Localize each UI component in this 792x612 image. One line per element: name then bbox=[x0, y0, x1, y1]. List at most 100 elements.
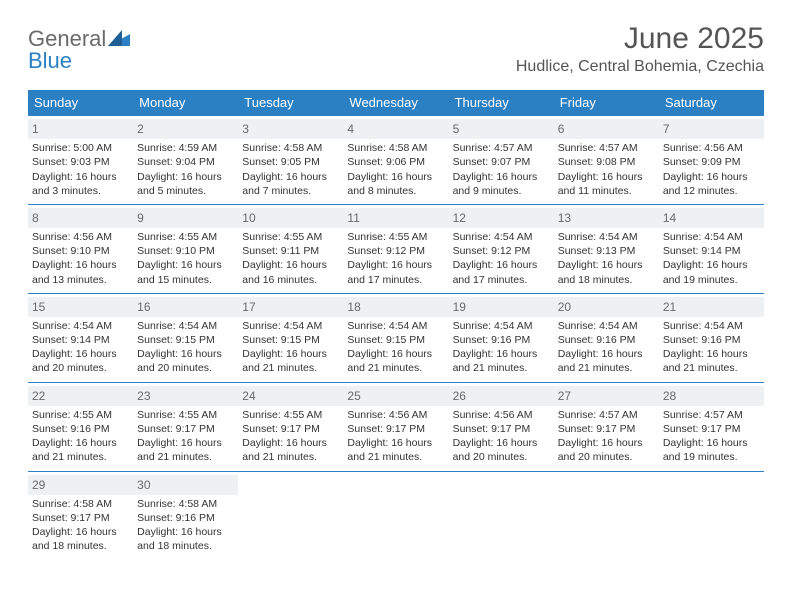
sunrise-text: Sunrise: 4:54 AM bbox=[663, 230, 760, 244]
calendar-day-cell: 23Sunrise: 4:55 AMSunset: 9:17 PMDayligh… bbox=[133, 382, 238, 471]
calendar-day-cell: 21Sunrise: 4:54 AMSunset: 9:16 PMDayligh… bbox=[659, 293, 764, 382]
sunset-text: Sunset: 9:10 PM bbox=[137, 244, 234, 258]
day-content: Sunrise: 4:55 AMSunset: 9:16 PMDaylight:… bbox=[32, 408, 129, 465]
brand-mark-icon bbox=[108, 26, 130, 51]
day-content: Sunrise: 4:58 AMSunset: 9:17 PMDaylight:… bbox=[32, 497, 129, 554]
daylight-text: Daylight: 16 hours and 20 minutes. bbox=[32, 347, 129, 375]
sunset-text: Sunset: 9:17 PM bbox=[347, 422, 444, 436]
daylight-text: Daylight: 16 hours and 15 minutes. bbox=[137, 258, 234, 286]
sunset-text: Sunset: 9:04 PM bbox=[137, 155, 234, 169]
sunset-text: Sunset: 9:17 PM bbox=[32, 511, 129, 525]
day-number: 26 bbox=[449, 386, 554, 406]
sunrise-text: Sunrise: 4:54 AM bbox=[453, 319, 550, 333]
sunset-text: Sunset: 9:07 PM bbox=[453, 155, 550, 169]
sunset-text: Sunset: 9:15 PM bbox=[347, 333, 444, 347]
sunset-text: Sunset: 9:17 PM bbox=[137, 422, 234, 436]
day-number: 11 bbox=[343, 208, 448, 228]
calendar-page: General Blue June 2025 Hudlice, Central … bbox=[0, 0, 792, 581]
sunset-text: Sunset: 9:08 PM bbox=[558, 155, 655, 169]
brand-part2: Blue bbox=[28, 48, 72, 73]
day-number: 7 bbox=[659, 119, 764, 139]
sunrise-text: Sunrise: 4:55 AM bbox=[347, 230, 444, 244]
day-number: 5 bbox=[449, 119, 554, 139]
day-content: Sunrise: 4:54 AMSunset: 9:15 PMDaylight:… bbox=[242, 319, 339, 376]
sunrise-text: Sunrise: 4:54 AM bbox=[558, 230, 655, 244]
brand-text: General Blue bbox=[28, 28, 130, 72]
daylight-text: Daylight: 16 hours and 3 minutes. bbox=[32, 170, 129, 198]
sunrise-text: Sunrise: 5:00 AM bbox=[32, 141, 129, 155]
sunrise-text: Sunrise: 4:54 AM bbox=[558, 319, 655, 333]
sunrise-text: Sunrise: 4:54 AM bbox=[347, 319, 444, 333]
calendar-day-cell: 15 Sunrise: 4:54 AMSunset: 9:14 PMDayligh… bbox=[28, 293, 133, 382]
day-number: 22 bbox=[28, 386, 133, 406]
brand-logo: General Blue bbox=[28, 22, 130, 72]
day-content: Sunrise: 4:58 AMSunset: 9:06 PMDaylight:… bbox=[347, 141, 444, 198]
calendar-day-cell: 28Sunrise: 4:57 AMSunset: 9:17 PMDayligh… bbox=[659, 382, 764, 471]
sunrise-text: Sunrise: 4:58 AM bbox=[137, 497, 234, 511]
calendar-day-cell: 14Sunrise: 4:54 AMSunset: 9:14 PMDayligh… bbox=[659, 204, 764, 293]
daylight-text: Daylight: 16 hours and 16 minutes. bbox=[242, 258, 339, 286]
calendar-day-cell: 10Sunrise: 4:55 AMSunset: 9:11 PMDayligh… bbox=[238, 204, 343, 293]
daylight-text: Daylight: 16 hours and 21 minutes. bbox=[347, 347, 444, 375]
daylight-text: Daylight: 16 hours and 11 minutes. bbox=[558, 170, 655, 198]
calendar-day-cell: 3Sunrise: 4:58 AMSunset: 9:05 PMDaylight… bbox=[238, 116, 343, 205]
sunrise-text: Sunrise: 4:57 AM bbox=[558, 141, 655, 155]
calendar-week-row: 22Sunrise: 4:55 AMSunset: 9:16 PMDayligh… bbox=[28, 382, 764, 471]
day-number: 19 bbox=[449, 297, 554, 317]
col-sunday: Sunday bbox=[28, 90, 133, 116]
daylight-text: Daylight: 16 hours and 12 minutes. bbox=[663, 170, 760, 198]
day-content: Sunrise: 4:54 AMSunset: 9:15 PMDaylight:… bbox=[347, 319, 444, 376]
sunset-text: Sunset: 9:16 PM bbox=[558, 333, 655, 347]
sunrise-text: Sunrise: 4:54 AM bbox=[242, 319, 339, 333]
calendar-day-cell: 20Sunrise: 4:54 AMSunset: 9:16 PMDayligh… bbox=[554, 293, 659, 382]
header: General Blue June 2025 Hudlice, Central … bbox=[28, 22, 764, 76]
day-content: Sunrise: 4:54 AMSunset: 9:16 PMDaylight:… bbox=[663, 319, 760, 376]
day-number: 28 bbox=[659, 386, 764, 406]
col-monday: Monday bbox=[133, 90, 238, 116]
daylight-text: Daylight: 16 hours and 21 minutes. bbox=[663, 347, 760, 375]
col-thursday: Thursday bbox=[449, 90, 554, 116]
calendar-week-row: 1Sunrise: 5:00 AMSunset: 9:03 PMDaylight… bbox=[28, 116, 764, 205]
sunset-text: Sunset: 9:17 PM bbox=[558, 422, 655, 436]
calendar-day-cell bbox=[659, 471, 764, 559]
sunrise-text: Sunrise: 4:55 AM bbox=[242, 408, 339, 422]
calendar-day-cell: 22Sunrise: 4:55 AMSunset: 9:16 PMDayligh… bbox=[28, 382, 133, 471]
sunset-text: Sunset: 9:16 PM bbox=[663, 333, 760, 347]
sunset-text: Sunset: 9:13 PM bbox=[558, 244, 655, 258]
daylight-text: Daylight: 16 hours and 21 minutes. bbox=[453, 347, 550, 375]
day-number: 13 bbox=[554, 208, 659, 228]
sunrise-text: Sunrise: 4:57 AM bbox=[663, 408, 760, 422]
sunset-text: Sunset: 9:16 PM bbox=[453, 333, 550, 347]
daylight-text: Daylight: 16 hours and 18 minutes. bbox=[32, 525, 129, 553]
daylight-text: Daylight: 16 hours and 8 minutes. bbox=[347, 170, 444, 198]
day-content: Sunrise: 4:55 AMSunset: 9:12 PMDaylight:… bbox=[347, 230, 444, 287]
daylight-text: Daylight: 16 hours and 19 minutes. bbox=[663, 436, 760, 464]
calendar-day-cell: 2Sunrise: 4:59 AMSunset: 9:04 PMDaylight… bbox=[133, 116, 238, 205]
day-number: 16 bbox=[133, 297, 238, 317]
sunrise-text: Sunrise: 4:54 AM bbox=[137, 319, 234, 333]
day-content: Sunrise: 4:56 AMSunset: 9:10 PMDaylight:… bbox=[32, 230, 129, 287]
daylight-text: Daylight: 16 hours and 21 minutes. bbox=[242, 347, 339, 375]
daylight-text: Daylight: 16 hours and 21 minutes. bbox=[137, 436, 234, 464]
sunrise-text: Sunrise: 4:54 AM bbox=[32, 319, 129, 333]
calendar-day-cell: 29Sunrise: 4:58 AMSunset: 9:17 PMDayligh… bbox=[28, 471, 133, 559]
day-number: 29 bbox=[28, 475, 133, 495]
day-number: 8 bbox=[28, 208, 133, 228]
day-number: 15 bbox=[28, 297, 133, 317]
sunset-text: Sunset: 9:05 PM bbox=[242, 155, 339, 169]
day-number: 27 bbox=[554, 386, 659, 406]
daylight-text: Daylight: 16 hours and 17 minutes. bbox=[347, 258, 444, 286]
day-number: 4 bbox=[343, 119, 448, 139]
sunset-text: Sunset: 9:17 PM bbox=[453, 422, 550, 436]
calendar-day-cell: 5Sunrise: 4:57 AMSunset: 9:07 PMDaylight… bbox=[449, 116, 554, 205]
sunset-text: Sunset: 9:06 PM bbox=[347, 155, 444, 169]
day-number: 25 bbox=[343, 386, 448, 406]
calendar-day-cell: 4Sunrise: 4:58 AMSunset: 9:06 PMDaylight… bbox=[343, 116, 448, 205]
sunset-text: Sunset: 9:12 PM bbox=[347, 244, 444, 258]
daylight-text: Daylight: 16 hours and 18 minutes. bbox=[558, 258, 655, 286]
sunset-text: Sunset: 9:14 PM bbox=[32, 333, 129, 347]
day-content: Sunrise: 4:57 AMSunset: 9:17 PMDaylight:… bbox=[558, 408, 655, 465]
col-friday: Friday bbox=[554, 90, 659, 116]
sunrise-text: Sunrise: 4:57 AM bbox=[558, 408, 655, 422]
day-content: Sunrise: 4:56 AMSunset: 9:17 PMDaylight:… bbox=[453, 408, 550, 465]
